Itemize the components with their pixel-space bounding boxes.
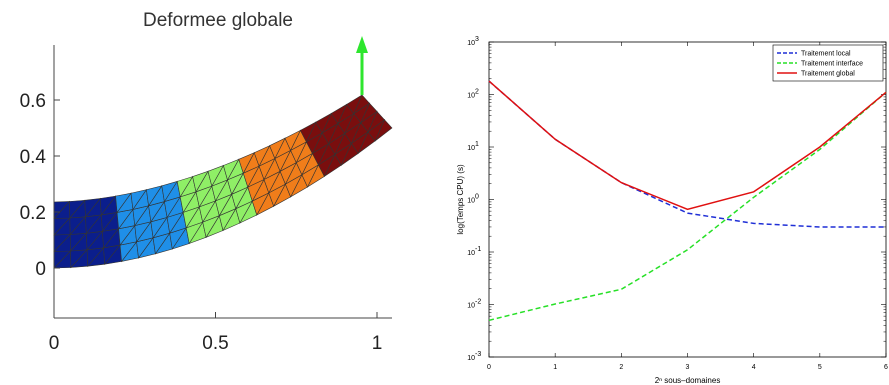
y-tick-label: 10	[467, 355, 475, 362]
y-tick-exponent: 2	[475, 89, 479, 96]
y-tick-label: 0.6	[20, 91, 46, 112]
mesh-triangle	[223, 158, 240, 181]
mesh-triangle	[176, 176, 194, 198]
x-tick-label: 0.5	[202, 333, 228, 354]
legend-label: Traitement global	[801, 71, 855, 78]
mesh-triangle	[99, 195, 117, 216]
y-tick-exponent: -3	[475, 351, 481, 358]
y-tick-label: 10	[467, 93, 475, 100]
x-tick-label: 2	[619, 364, 623, 371]
mesh-triangle	[269, 137, 286, 160]
mesh-triangle	[284, 129, 302, 152]
mesh-triangle	[207, 164, 225, 187]
series-line	[488, 91, 887, 322]
x-tick-label: 1	[372, 333, 383, 354]
x-tick-label: 4	[752, 364, 756, 371]
y-tick-exponent: 0	[475, 194, 479, 201]
plot-frame	[488, 41, 887, 358]
mesh-triangle	[146, 185, 163, 207]
mesh-triangle	[346, 94, 363, 115]
mesh-triangle	[69, 199, 86, 219]
series-lines	[488, 80, 887, 322]
arrow-head	[356, 36, 368, 53]
y-tick-exponent: 1	[475, 141, 479, 148]
series-line	[488, 80, 886, 228]
deformed-mesh-plot: Deformee globale 0 0.5 1 0 0.2 0.4 0.6	[20, 10, 393, 354]
force-arrow	[356, 36, 368, 95]
x-axis-label: 2ⁿ sous–domaines	[655, 376, 721, 385]
mesh-triangle	[161, 180, 178, 203]
y-tick-label: 0.4	[20, 147, 47, 168]
y-axis-label: log(Temps CPU) (s)	[456, 164, 465, 235]
y-tick-label: 10	[467, 40, 475, 47]
legend-label: Traitement interface	[801, 61, 863, 68]
y-tick-label: 10	[467, 198, 475, 205]
series-line	[488, 80, 887, 211]
mesh-layer	[53, 94, 393, 269]
axes: 0 0.5 1 0 0.2 0.4 0.6	[20, 45, 392, 354]
y-tick-exponent: 3	[475, 36, 479, 43]
y-tick-label: 10	[467, 303, 475, 310]
x-tick-label: 1	[553, 364, 557, 371]
mesh-triangle	[115, 192, 132, 214]
mesh-triangle	[84, 198, 101, 218]
legend-label: Traitement local	[801, 51, 851, 58]
y-tick-exponent: -1	[475, 246, 481, 253]
mesh-triangle	[192, 170, 209, 193]
mesh-triangle	[253, 145, 271, 167]
mesh-triangle	[315, 112, 332, 134]
y-tick-exponent: -2	[475, 299, 481, 306]
x-tick-label: 6	[884, 364, 888, 371]
x-tick-label: 0	[49, 333, 60, 354]
y-tick-label: 0	[35, 259, 46, 280]
chart-title: Deformee globale	[143, 10, 293, 31]
legend: Traitement local Traitement interface Trai…	[772, 44, 884, 82]
y-tick-label: 10	[467, 250, 475, 257]
x-tick-label: 0	[487, 364, 491, 371]
mesh-triangle	[238, 152, 255, 174]
y-tick-label: 10	[467, 145, 475, 152]
mesh-triangle	[130, 189, 148, 211]
mesh-triangle	[299, 121, 317, 143]
x-tick-label: 5	[818, 364, 822, 371]
x-tick-label: 3	[686, 364, 690, 371]
mesh-triangle	[330, 103, 348, 125]
y-tick-label: 0.2	[20, 203, 46, 224]
